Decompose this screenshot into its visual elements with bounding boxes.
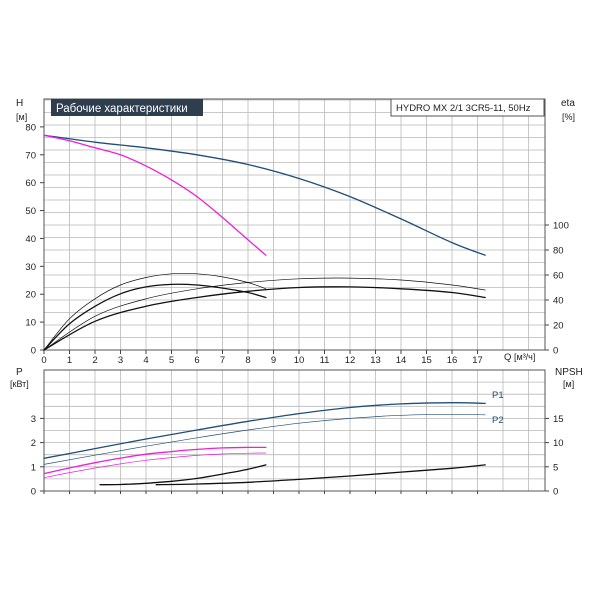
- npsh-axis-label: NPSH: [555, 367, 583, 378]
- y-tick-label: 50: [25, 206, 36, 217]
- p1-label: P1: [492, 390, 504, 401]
- y-tick-label: 80: [25, 122, 36, 133]
- x-axis-label: Q: [504, 352, 511, 363]
- x-tick-label: 0: [41, 355, 46, 366]
- y-tick-label: 0: [31, 346, 36, 357]
- p-tick-label: 0: [31, 487, 36, 498]
- model-label: HYDRO MX 2/1 3CR5-11, 50Hz: [396, 103, 531, 114]
- y-tick-label: 70: [25, 150, 36, 161]
- h-curve-1: [43, 134, 267, 256]
- npsh-tick-label: 10: [553, 438, 564, 449]
- p-axis-unit: [кВт]: [10, 379, 29, 389]
- y-axis-label: H: [16, 98, 23, 109]
- x-tick-label: 6: [194, 355, 199, 366]
- y2-tick-label: 0: [553, 346, 558, 357]
- npsh-tick-label: 15: [553, 414, 564, 425]
- y2-tick-label: 80: [553, 246, 564, 257]
- x-tick-label: 2: [92, 355, 97, 366]
- chart-title: Рабочие характеристики: [56, 103, 188, 115]
- h-curve-0: [43, 134, 486, 256]
- x-tick-label: 12: [345, 355, 356, 366]
- y2-tick-label: 20: [553, 321, 564, 332]
- p-tick-label: 2: [31, 438, 36, 449]
- x-tick-label: 13: [370, 355, 381, 366]
- p-curve-2: [43, 446, 267, 475]
- x-tick-label: 11: [320, 355, 330, 366]
- npsh-tick-label: 5: [553, 462, 558, 473]
- p-axis-label: P: [16, 367, 23, 378]
- p1-curve: [43, 402, 486, 459]
- x-tick-label: 3: [118, 355, 123, 366]
- y2-tick-label: 40: [553, 296, 564, 307]
- npsh-curve-5: [155, 464, 486, 486]
- upper-curves: [43, 134, 486, 351]
- x-tick-label: 4: [143, 355, 148, 366]
- eta-curve-5: [43, 277, 486, 351]
- p-curve-3: [43, 452, 267, 479]
- y-axis-unit: [м]: [16, 112, 27, 122]
- y-tick-label: 30: [25, 262, 36, 273]
- y-tick-label: 10: [25, 318, 36, 329]
- y2-axis-unit: [%]: [562, 112, 575, 122]
- y-tick-label: 20: [25, 290, 36, 301]
- p2-curve: [43, 413, 486, 465]
- lower-grid: 0 1 2 3 0 5 10 15: [31, 369, 564, 498]
- x-tick-label: 9: [271, 355, 276, 366]
- p-tick-label: 3: [31, 414, 36, 425]
- y2-axis-label: eta: [561, 98, 575, 109]
- lower-curves: [43, 402, 486, 486]
- x-tick-label: 8: [245, 355, 250, 366]
- y-tick-label: 60: [25, 178, 36, 189]
- eta-curve-3: [43, 272, 267, 351]
- eta-curve-4: [43, 286, 486, 351]
- p-tick-label: 1: [31, 462, 36, 473]
- npsh-tick-label: 0: [553, 487, 558, 498]
- x-tick-label: 15: [421, 355, 432, 366]
- x-tick-label: 16: [447, 355, 458, 366]
- x-tick-label: 10: [294, 355, 305, 366]
- npsh-axis-unit: [м]: [563, 379, 574, 389]
- model-label-box: [390, 98, 545, 117]
- x-tick-label: 7: [220, 355, 225, 366]
- x-tick-label: 5: [169, 355, 174, 366]
- eta-curve-2: [43, 283, 267, 351]
- x-tick-label: 14: [396, 355, 407, 366]
- x-tick-label: 17: [472, 355, 483, 366]
- title-box: [51, 99, 203, 116]
- upper-grid: 0 1 2 3 4 5 6 7 8 9 10 11 12 13 14 15 16 1701020304050607…: [25, 98, 569, 366]
- y2-tick-label: 60: [553, 271, 564, 282]
- p2-label: P2: [492, 415, 504, 426]
- y-tick-label: 40: [25, 234, 36, 245]
- y2-tick-label: 100: [553, 221, 569, 232]
- npsh-curve-4: [99, 464, 267, 486]
- x-axis-unit: [м³/ч]: [514, 352, 535, 362]
- x-tick-label: 1: [67, 355, 72, 366]
